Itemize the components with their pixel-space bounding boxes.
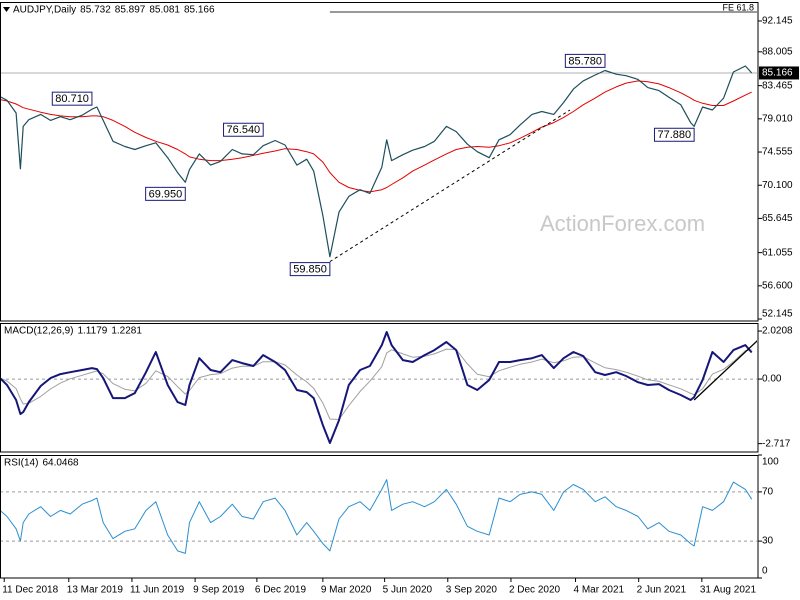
- panel-frame: [0, 455, 759, 579]
- reading: 1.2281: [111, 326, 142, 337]
- x-tick-label: 11 Jun 2019: [130, 585, 185, 596]
- annotation-label: 69.950: [149, 188, 183, 200]
- x-tick-label: 4 Mar 2021: [574, 585, 625, 596]
- y-tick-label: 92.145: [762, 16, 793, 27]
- y-tick-label: 65.645: [762, 213, 793, 224]
- series-line: [1, 65, 753, 258]
- annotation-label: 80.710: [55, 93, 89, 105]
- y-tick-label: 61.055: [762, 247, 793, 258]
- annotation-label: 77.880: [657, 129, 691, 141]
- panel-title: RSI(14): [4, 458, 38, 469]
- y-tick-label: 70: [762, 487, 774, 498]
- reading: 1.1179: [77, 326, 107, 337]
- y-tick-label: 30: [762, 536, 774, 547]
- x-tick-label: 3 Sep 2020: [446, 585, 498, 596]
- y-tick-label: 56.600: [762, 280, 793, 291]
- y-tick-label: 74.555: [762, 147, 793, 158]
- annotation-box: [653, 127, 695, 142]
- y-tick-label: 0: [762, 566, 768, 577]
- annotation-box: [51, 91, 93, 106]
- x-tick-label: 2 Dec 2020: [509, 585, 561, 596]
- series-line: [1, 348, 752, 420]
- x-tick-label: 11 Dec 2018: [2, 585, 58, 596]
- annotation-box: [564, 53, 606, 68]
- panel: [1, 331, 757, 444]
- panel-title: MACD(12,26,9): [4, 326, 73, 337]
- y-tick-label: 2.0208: [762, 326, 793, 337]
- trendline: [693, 340, 757, 401]
- annotation-box: [145, 186, 186, 201]
- x-tick-label: 2 Jun 2021: [637, 585, 687, 596]
- annotation-label: 85.780: [568, 55, 602, 67]
- annotation-box: [289, 262, 331, 277]
- y-tick-label: -2.717: [762, 438, 791, 449]
- x-tick-label: 6 Dec 2019: [255, 585, 307, 596]
- watermark: ActionForex.com: [540, 211, 705, 236]
- x-tick-label: 9 Sep 2019: [193, 585, 245, 596]
- y-tick-label: 88.005: [762, 46, 793, 57]
- panel-frame: [0, 2, 759, 322]
- y-tick-label: 79.010: [762, 113, 793, 124]
- x-tick-label: 5 Jun 2020: [383, 585, 433, 596]
- reading: 85.897: [115, 5, 146, 16]
- y-tick-label: 83.465: [762, 80, 793, 91]
- panel-title: AUDJPY,Daily: [13, 5, 76, 16]
- current-price-label: 85.166: [762, 68, 793, 79]
- panel: [1, 479, 757, 554]
- annotation-label: 59.850: [293, 264, 327, 276]
- y-tick-label: 52.145: [762, 309, 793, 320]
- panel: ActionForex.com: [1, 11, 757, 263]
- trendline: [329, 109, 571, 263]
- reading: 85.166: [184, 5, 215, 16]
- reading: 64.0468: [42, 458, 79, 469]
- menu-arrow: [3, 7, 10, 12]
- series-line: [1, 331, 753, 444]
- x-tick-label: 13 Mar 2019: [67, 585, 124, 596]
- x-tick-label: 31 Aug 2021: [700, 585, 757, 596]
- annotation-label: 76.540: [227, 124, 261, 136]
- x-tick-label: 9 Mar 2020: [321, 585, 372, 596]
- current-price-box: [759, 66, 799, 80]
- panel-frame: [0, 323, 759, 453]
- level-label: FE 61.8: [722, 2, 754, 12]
- series-line: [1, 80, 752, 193]
- series-line: [1, 479, 753, 554]
- annotation-box: [223, 122, 264, 137]
- reading: 85.732: [80, 5, 111, 16]
- y-tick-label: 70.100: [762, 180, 793, 191]
- y-tick-label: 100: [762, 457, 779, 468]
- y-tick-label: 0.00: [762, 374, 782, 385]
- reading: 85.081: [149, 5, 180, 16]
